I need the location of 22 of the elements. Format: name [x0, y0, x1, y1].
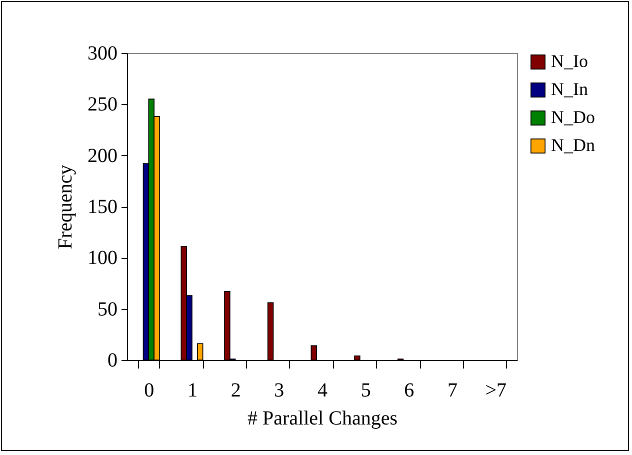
- y-tick-label: 200: [88, 144, 118, 167]
- x-tick-label: 5: [360, 380, 371, 402]
- x-axis-title: # Parallel Changes: [248, 408, 398, 430]
- x-tick-label: 4: [318, 380, 328, 402]
- legend-label: N_Io: [551, 51, 588, 71]
- y-tick-label: 250: [88, 94, 118, 116]
- x-tick-label: 0: [144, 380, 154, 402]
- x-tick-label: >7: [485, 380, 506, 402]
- x-tick-label: 2: [230, 380, 241, 402]
- x-tick-label: 6: [404, 380, 414, 402]
- legend-label: N_In: [551, 79, 588, 99]
- legend-label: N_Do: [551, 107, 595, 127]
- x-tick-label: 1: [188, 380, 198, 402]
- x-tick-label: 7: [448, 380, 458, 402]
- y-tick-label: 300: [88, 42, 118, 64]
- legend-label: N_Dn: [551, 135, 595, 155]
- y-tick-label: 0: [108, 350, 118, 372]
- y-tick-label: 50: [98, 298, 118, 320]
- x-tick-label: 3: [274, 380, 284, 402]
- y-tick-label: 100: [88, 247, 118, 270]
- y-axis-title: Frequency: [54, 164, 76, 250]
- y-tick-label: 150: [88, 196, 118, 218]
